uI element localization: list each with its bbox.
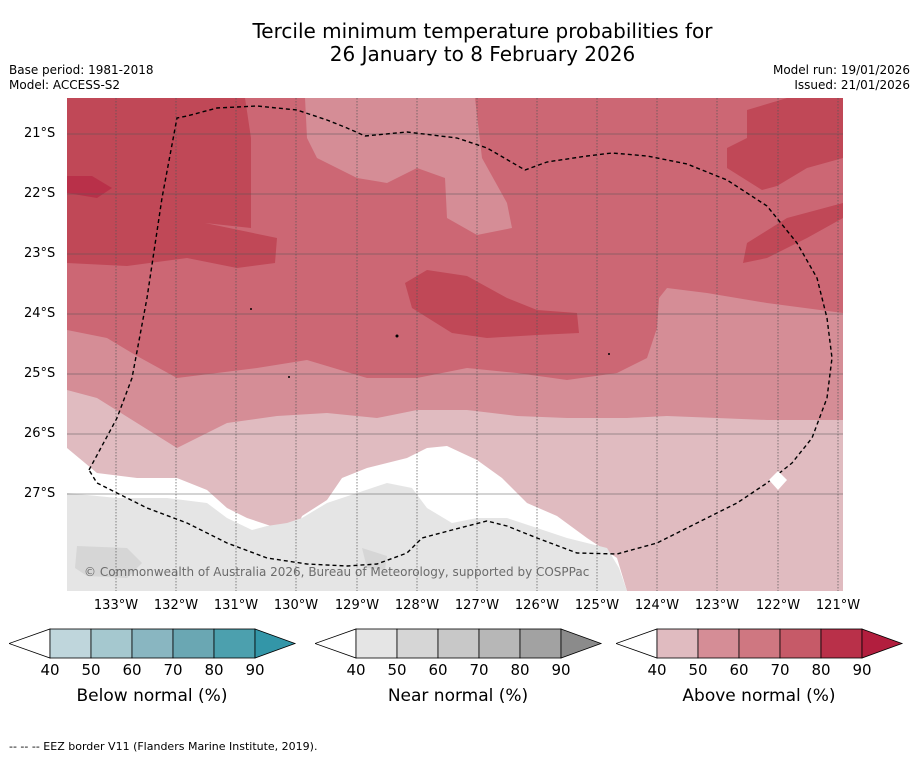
colorbar-above-arrow-low — [616, 628, 658, 659]
colorbar-below-arrow-low — [9, 628, 51, 659]
lon-label-123w: 123°W — [694, 598, 740, 613]
lon-label-126w: 126°W — [514, 598, 560, 613]
graticule — [67, 133, 843, 495]
lon-label-128w: 128°W — [394, 598, 440, 613]
lon-label-127w: 127°W — [454, 598, 500, 613]
colorbar-above-arrow-high — [861, 628, 904, 659]
colorbar-below-bin-50 — [90, 628, 133, 659]
colorbar-near-label: Near normal (%) — [387, 686, 529, 706]
lon-label-132w: 132°W — [153, 598, 199, 613]
colorbar-below-tick: 50 — [81, 661, 101, 679]
meridians — [115, 98, 839, 591]
region-above-70-west — [67, 98, 277, 268]
lat-label-25s: 25°S — [24, 366, 56, 381]
model-run: Model run: 19/01/2026 — [772, 63, 910, 77]
colorbar-near-tick: 50 — [387, 661, 407, 679]
probability-map — [67, 98, 843, 591]
colorbar-above-bin-70 — [779, 628, 822, 659]
colorbar-above-label: Above normal (%) — [682, 686, 836, 706]
island-dot — [288, 376, 290, 378]
lon-label-125w: 125°W — [574, 598, 620, 613]
colorbar-above-bin-40 — [656, 628, 699, 659]
island-dot — [608, 353, 610, 355]
colorbar-below-normal — [9, 628, 297, 659]
region-near-50-west — [75, 546, 142, 578]
colorbar-near-tick: 80 — [510, 661, 530, 679]
region-above-70-center — [405, 270, 579, 338]
colorbar-below-tick: 80 — [204, 661, 224, 679]
colorbar-below-bin-40 — [49, 628, 92, 659]
lon-label-130w: 130°W — [273, 598, 319, 613]
colorbar-near-bin-60 — [437, 628, 480, 659]
colorbar-above-bin-50 — [697, 628, 740, 659]
colorbar-above-normal — [616, 628, 904, 659]
lon-label-129w: 129°W — [334, 598, 380, 613]
island-dot — [250, 308, 252, 310]
colorbar-near-tick: 90 — [551, 661, 571, 679]
colorbar-above-tick: 40 — [647, 661, 667, 679]
lon-label-124w: 124°W — [634, 598, 680, 613]
colorbar-near-tick: 40 — [346, 661, 366, 679]
colorbar-below-label: Below normal (%) — [76, 686, 228, 706]
colorbar-above-tick: 60 — [729, 661, 749, 679]
lon-label-122w: 122°W — [755, 598, 801, 613]
lat-label-26s: 26°S — [24, 426, 56, 441]
colorbar-above-tick: 80 — [811, 661, 831, 679]
lon-label-131w: 131°W — [213, 598, 259, 613]
colorbar-below-bin-80 — [213, 628, 256, 659]
map-title-line2: 26 January to 8 February 2026 — [329, 42, 636, 66]
lon-label-121w: 121°W — [815, 598, 861, 613]
model-name: Model: ACCESS-S2 — [9, 78, 121, 92]
island-dot — [395, 334, 399, 338]
colorbar-near-bin-50 — [396, 628, 439, 659]
lat-label-22s: 22°S — [24, 186, 56, 201]
colorbar-near-arrow-high — [560, 628, 603, 659]
colorbar-near-bin-80 — [519, 628, 562, 659]
eez-footnote: -- -- -- EEZ border V11 (Flanders Marine… — [9, 740, 318, 753]
region-near-40 — [67, 483, 627, 591]
colorbar-below-tick: 60 — [122, 661, 142, 679]
map-title-line1: Tercile minimum temperature probabilitie… — [252, 19, 713, 43]
lon-label-133w: 133°W — [93, 598, 139, 613]
colorbar-near-bin-70 — [478, 628, 521, 659]
colorbar-below-bin-60 — [131, 628, 174, 659]
lat-label-23s: 23°S — [24, 246, 56, 261]
colorbar-near-arrow-low — [315, 628, 357, 659]
region-above-80-west — [67, 176, 112, 198]
region-above-70-east — [727, 98, 843, 263]
eez-border — [88, 105, 833, 567]
colorbar-below-tick: 70 — [163, 661, 183, 679]
colorbar-above-bin-80 — [820, 628, 863, 659]
colorbar-above-tick: 70 — [770, 661, 790, 679]
colorbar-above-bin-60 — [738, 628, 781, 659]
base-period: Base period: 1981-2018 — [9, 63, 154, 77]
copyright-notice: © Commonwealth of Australia 2026, Bureau… — [84, 565, 590, 579]
colorbar-near-bin-40 — [355, 628, 398, 659]
issued-date: Issued: 21/01/2026 — [794, 78, 910, 92]
colorbar-below-tick: 90 — [245, 661, 265, 679]
colorbar-below-arrow-high — [254, 628, 297, 659]
colorbar-near-normal — [315, 628, 603, 659]
lat-label-21s: 21°S — [24, 126, 56, 141]
colorbar-above-tick: 50 — [688, 661, 708, 679]
lat-label-27s: 27°S — [24, 486, 56, 501]
lat-label-24s: 24°S — [24, 306, 56, 321]
island-marker — [769, 471, 787, 490]
colorbar-near-tick: 70 — [469, 661, 489, 679]
colorbar-below-bin-70 — [172, 628, 215, 659]
colorbar-near-tick: 60 — [428, 661, 448, 679]
colorbar-above-tick: 90 — [852, 661, 872, 679]
colorbar-below-tick: 40 — [40, 661, 60, 679]
